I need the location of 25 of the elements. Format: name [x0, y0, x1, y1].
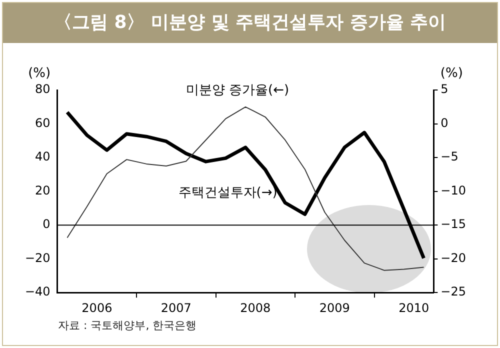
x-tick-label: 2007 [160, 300, 192, 315]
y2-tick-label: −5 [440, 150, 458, 164]
x-tick-label: 2010 [398, 300, 430, 315]
y2-tick-label: 5 [440, 82, 448, 96]
y-tick-label: 60 [35, 116, 50, 130]
y2-tick-label: −10 [440, 183, 466, 198]
x-tick-label: 2006 [82, 300, 112, 315]
x-tick-label: 2008 [240, 300, 271, 315]
y2-tick-label: −15 [440, 217, 466, 232]
y-tick-label: 80 [35, 82, 50, 96]
x-tick-label: 2009 [319, 300, 350, 315]
y-tick-label: −40 [24, 284, 50, 299]
y-axis-title: (%) [28, 66, 51, 81]
y-tick-label: 20 [35, 183, 50, 198]
text: 자료 : 국토해양부, 한국은행 [58, 318, 197, 333]
series-label: 미분양 증가율(←) [186, 82, 290, 98]
y-tick-label: −20 [24, 250, 50, 265]
y-tick-label: 0 [42, 217, 50, 232]
y2-tick-label: 0 [440, 116, 448, 130]
chart-title: 〈그림 8〉 미분양 및 주택건설투자 증가율 추이 [3, 3, 497, 43]
y2-tick-label: −25 [440, 284, 466, 299]
y2-tick-label: −20 [440, 250, 466, 265]
y-tick-label: 40 [35, 150, 50, 164]
y2-axis-title: (%) [440, 66, 463, 81]
series-label: 주택건설투자(→) [178, 186, 278, 201]
